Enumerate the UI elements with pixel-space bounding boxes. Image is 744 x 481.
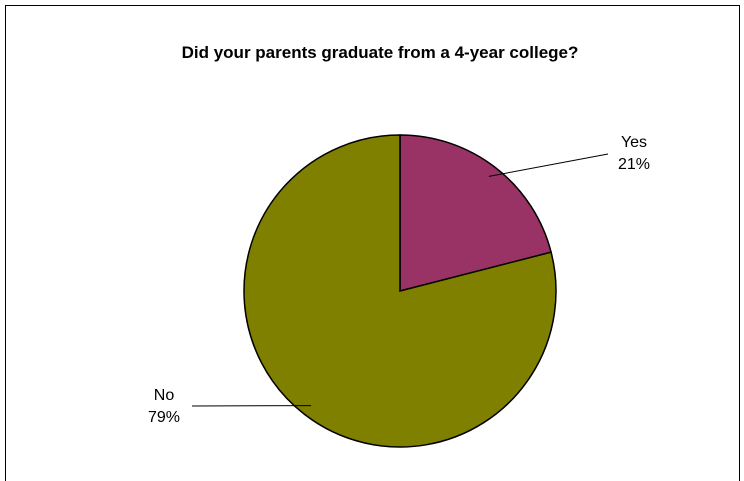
slice-label-yes: Yes [621, 134, 647, 151]
pie-slice-yes [399, 134, 553, 292]
slice-label-no: No [154, 387, 175, 404]
chart-title: Did your parents graduate from a 4-year … [182, 43, 579, 62]
slice-value-label-no: 79% [148, 409, 180, 426]
leader-line-yes [488, 153, 609, 177]
pie-labels: Yes 21% No 79% [148, 134, 650, 426]
pie-slice-no [243, 134, 557, 448]
pie-slices [243, 134, 557, 448]
slice-value-label-yes: 21% [618, 156, 650, 173]
